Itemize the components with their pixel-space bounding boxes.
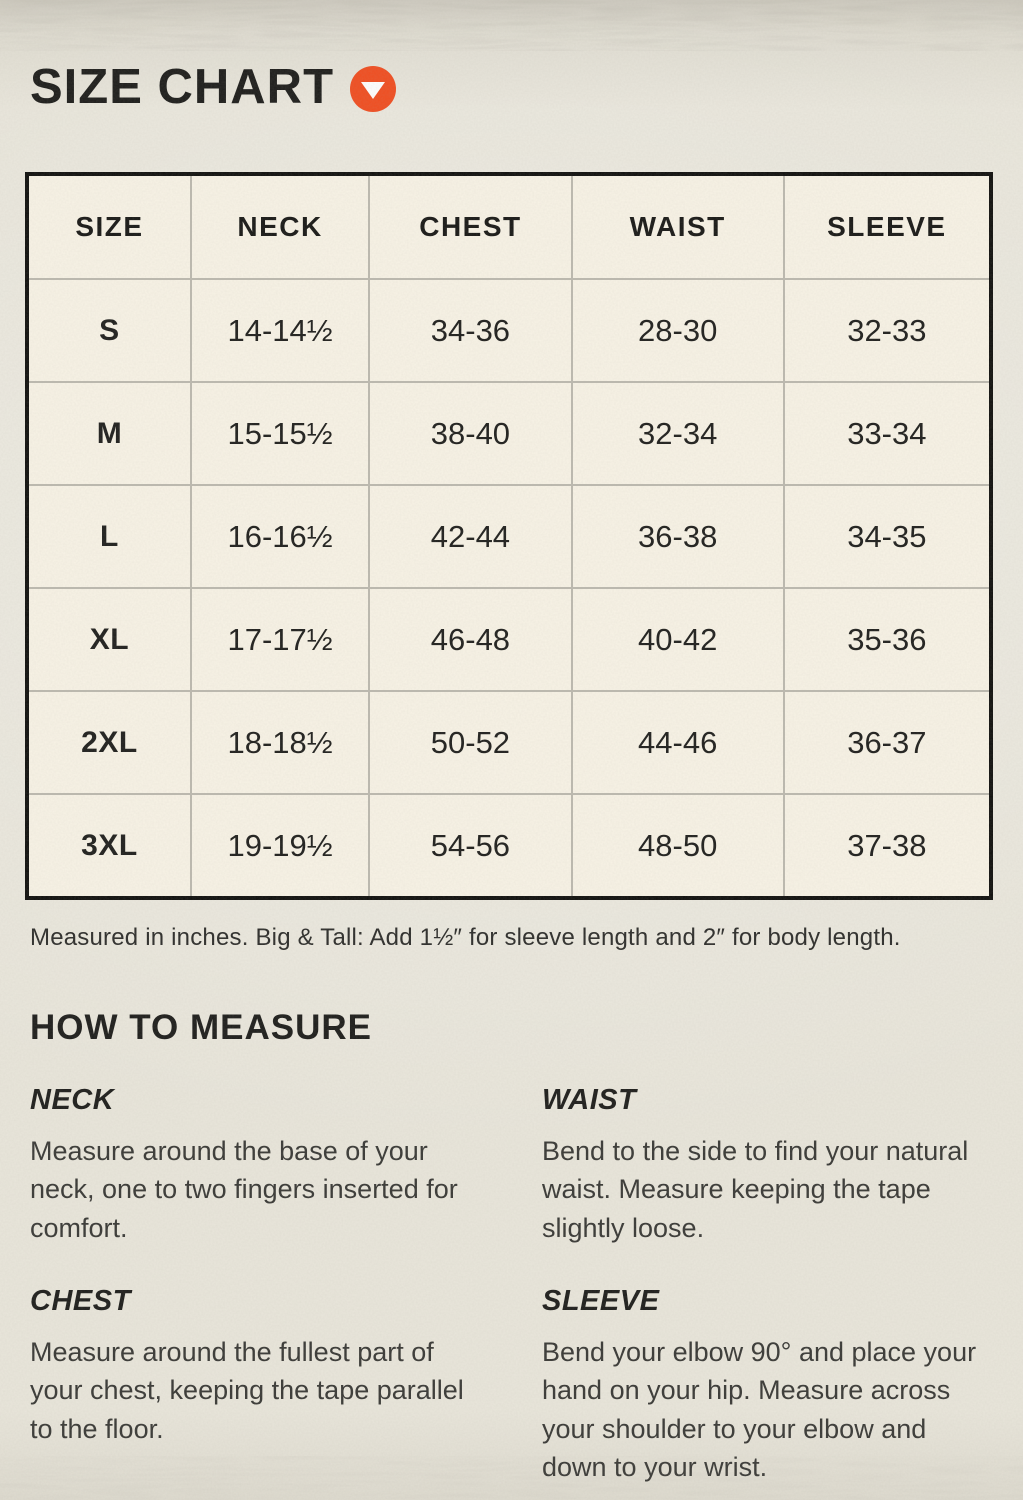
section-label-sleeve: SLEEVE <box>542 1284 660 1317</box>
sleeve-cell: 33-34 <box>782 381 993 486</box>
chest-cell: 50-52 <box>368 690 573 795</box>
triangle-down-icon <box>361 82 385 99</box>
table-row-2xl: 2XL 18-18½ 50-52 44-46 36-37 <box>26 690 993 795</box>
page-title: SIZE CHART <box>30 59 334 114</box>
measure-sections: NECK Measure around the base of your nec… <box>30 1084 995 1486</box>
size-cell: 2XL <box>26 690 192 795</box>
size-cell: S <box>26 278 192 383</box>
chest-cell: 46-48 <box>368 587 573 692</box>
how-to-measure-heading: HOW TO MEASURE <box>30 1008 372 1047</box>
chest-cell: 38-40 <box>368 381 573 486</box>
neck-cell: 15-15½ <box>189 381 371 486</box>
table-row-3xl: 3XL 19-19½ 54-56 48-50 37-38 <box>26 793 993 899</box>
measure-section-neck: NECK Measure around the base of your nec… <box>30 1084 508 1247</box>
measure-section-sleeve: SLEEVE Bend your elbow 90° and place you… <box>542 1285 995 1486</box>
column-header-sleeve: SLEEVE <box>782 173 993 280</box>
waist-cell: 44-46 <box>570 690 785 795</box>
waist-cell: 28-30 <box>570 278 785 383</box>
chest-cell: 34-36 <box>368 278 573 383</box>
column-header-size: SIZE <box>26 173 192 280</box>
section-label-neck: NECK <box>30 1084 115 1116</box>
page-header: SIZE CHART <box>30 62 995 112</box>
sleeve-cell: 36-37 <box>782 690 993 795</box>
neck-cell: 14-14½ <box>189 278 371 383</box>
expand-toggle-button[interactable] <box>350 66 396 112</box>
sleeve-cell: 32-33 <box>782 278 993 383</box>
table-row-m: M 15-15½ 38-40 32-34 33-34 <box>26 381 993 486</box>
section-text-waist: Bend to the side to find your natural wa… <box>542 1136 969 1243</box>
sleeve-cell: 34-35 <box>782 484 993 589</box>
waist-cell: 48-50 <box>570 793 785 899</box>
neck-cell: 18-18½ <box>189 690 371 795</box>
table-header-row: SIZE NECK CHEST WAIST SLEEVE <box>26 173 993 280</box>
section-text-chest: Measure around the fullest part of your … <box>30 1336 464 1444</box>
column-header-waist: WAIST <box>570 173 785 280</box>
section-label-chest: CHEST <box>30 1284 131 1317</box>
neck-cell: 17-17½ <box>189 587 371 692</box>
chest-cell: 54-56 <box>368 793 573 899</box>
section-text-sleeve: Bend your elbow 90° and place your hand … <box>542 1336 977 1482</box>
sleeve-cell: 37-38 <box>782 793 993 899</box>
size-cell: 3XL <box>26 793 192 899</box>
column-header-neck: NECK <box>189 173 371 280</box>
table-row-l: L 16-16½ 42-44 36-38 34-35 <box>26 484 993 589</box>
measure-section-chest: CHEST Measure around the fullest part of… <box>30 1285 508 1486</box>
size-cell: L <box>26 484 192 589</box>
section-text-neck: Measure around the base of your neck, on… <box>30 1136 458 1243</box>
table-row-xl: XL 17-17½ 46-48 40-42 35-36 <box>26 587 993 692</box>
neck-cell: 19-19½ <box>189 793 371 899</box>
table-row-s: S 14-14½ 34-36 28-30 32-33 <box>26 278 993 383</box>
column-header-chest: CHEST <box>368 173 573 280</box>
table-note: Measured in inches. Big & Tall: Add 1½″ … <box>30 924 901 951</box>
waist-cell: 32-34 <box>570 381 785 486</box>
size-cell: XL <box>26 587 192 692</box>
size-chart-table: SIZE NECK CHEST WAIST SLEEVE S 14-14½ 34… <box>25 172 993 900</box>
section-label-waist: WAIST <box>542 1084 637 1116</box>
measure-section-waist: WAIST Bend to the side to find your natu… <box>542 1084 995 1247</box>
waist-cell: 36-38 <box>570 484 785 589</box>
size-cell: M <box>26 381 192 486</box>
waist-cell: 40-42 <box>570 587 785 692</box>
chest-cell: 42-44 <box>368 484 573 589</box>
neck-cell: 16-16½ <box>189 484 371 589</box>
size-table-container: SIZE NECK CHEST WAIST SLEEVE S 14-14½ 34… <box>25 172 993 900</box>
sleeve-cell: 35-36 <box>782 587 993 692</box>
